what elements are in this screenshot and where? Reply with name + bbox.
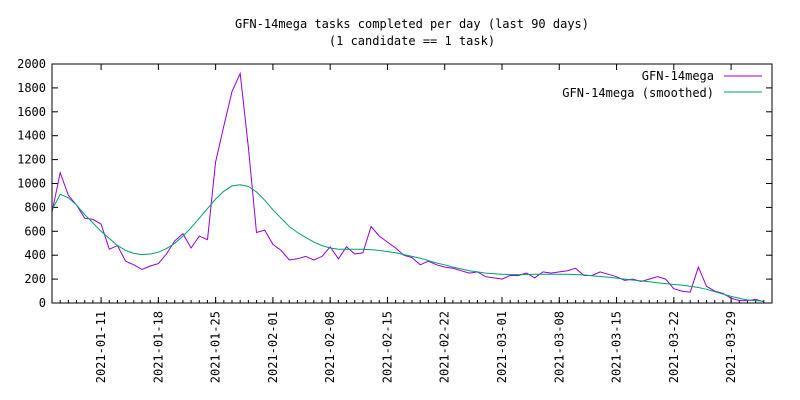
x-tick-label: 2021-03-08 [552,311,566,383]
legend-label-smoothed: GFN-14mega (smoothed) [562,86,714,100]
y-tick-label: 1600 [17,105,46,119]
x-tick-label: 2021-02-15 [380,311,394,383]
series-layer [51,71,764,303]
x-tick-label: 2021-03-29 [724,311,738,383]
x-tick-label: 2021-03-01 [495,311,509,383]
y-tick-label: 1000 [17,177,46,191]
chart-title: GFN-14mega tasks completed per day (last… [235,17,589,31]
x-tick-label: 2021-01-25 [209,311,223,383]
y-tick-label: 200 [24,272,46,286]
x-tick-label: 2021-03-22 [667,311,681,383]
y-tick-label: 2000 [17,57,46,71]
chart-subtitle: (1 candidate == 1 task) [329,34,495,48]
legend: GFN-14mega GFN-14mega (smoothed) [562,69,762,100]
x-tick-label: 2021-02-01 [266,311,280,383]
y-tick-label: 1200 [17,153,46,167]
x-tick-label: 2021-01-11 [94,311,108,383]
series-line-smoothed [51,184,764,302]
legend-label-raw: GFN-14mega [642,69,714,83]
y-axis-ticks: 0 200 400 600 800 1000 1200 1400 1600 1800 2000 [17,57,772,310]
x-tick-label: 2021-02-22 [438,311,452,383]
y-tick-label: 0 [39,296,46,310]
y-tick-label: 400 [24,248,46,262]
y-tick-label: 800 [24,200,46,214]
y-tick-label: 1800 [17,81,46,95]
plot-frame [51,63,773,304]
x-tick-label: 2021-03-15 [610,311,624,383]
x-tick-label: 2021-01-18 [151,311,165,383]
y-tick-label: 1400 [17,129,46,143]
x-axis-ticks: 2021-01-11 2021-01-18 2021-01-25 2021-02-01… [59,64,765,383]
y-tick-label: 600 [24,224,46,238]
series-line-raw [51,71,764,303]
x-tick-label: 2021-02-08 [323,311,337,383]
